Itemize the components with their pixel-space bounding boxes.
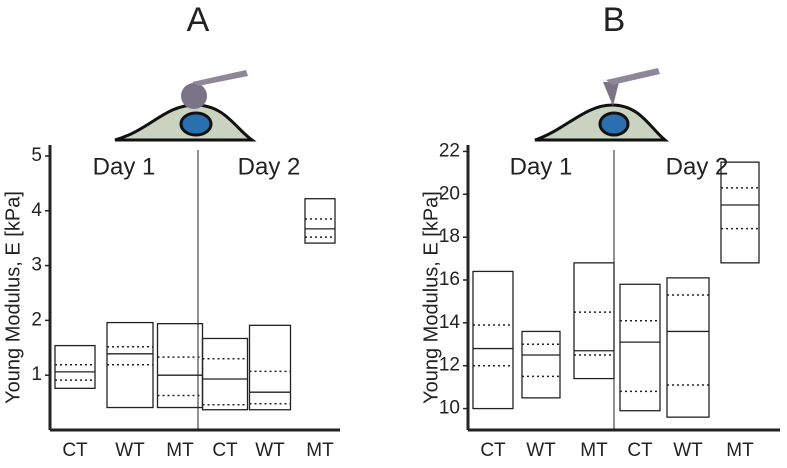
y-axis-label: Young Modulus, E [kPa] xyxy=(2,191,24,404)
x-tick-label: MT xyxy=(306,440,334,461)
y-tick-label: 10 xyxy=(439,398,460,419)
y-tick-label: 1 xyxy=(31,364,42,385)
y-tick-label: 3 xyxy=(31,255,42,276)
y-tick-label: 12 xyxy=(439,355,460,376)
group-label: Day 2 xyxy=(238,153,301,180)
cell-illustration-a xyxy=(114,70,257,142)
y-tick-label: 5 xyxy=(31,145,42,166)
box-range xyxy=(619,283,661,412)
x-tick-label: CT xyxy=(212,440,238,461)
x-tick-label: WT xyxy=(255,440,285,461)
box-range xyxy=(472,270,514,410)
x-tick-label: WT xyxy=(115,440,145,461)
panel-title: A xyxy=(187,1,210,39)
y-axis-label: Young Modulus, E [kPa] xyxy=(420,191,442,404)
box-range xyxy=(54,344,96,389)
box-range xyxy=(521,330,561,399)
y-tick-label: 16 xyxy=(439,269,460,290)
box-range xyxy=(248,324,292,411)
box-range xyxy=(573,262,615,380)
box-range xyxy=(201,337,249,411)
box-range xyxy=(304,198,336,244)
x-tick-label: WT xyxy=(526,440,556,461)
x-tick-label: CT xyxy=(62,440,88,461)
x-tick-label: WT xyxy=(673,440,703,461)
y-tick-label: 18 xyxy=(439,226,460,247)
y-tick-label: 22 xyxy=(439,140,460,161)
group-label: Day 1 xyxy=(510,153,573,180)
x-tick-label: MT xyxy=(166,440,194,461)
y-tick-label: 2 xyxy=(31,309,42,330)
x-tick-label: MT xyxy=(580,440,608,461)
group-label: Day 1 xyxy=(93,153,156,180)
y-tick-label: 14 xyxy=(439,312,461,333)
x-tick-label: CT xyxy=(480,440,506,461)
group-label: Day 2 xyxy=(666,153,729,180)
box-range xyxy=(666,277,710,418)
cell-illustration-b xyxy=(534,68,670,142)
y-tick-label: 20 xyxy=(439,183,460,204)
x-tick-label: CT xyxy=(627,440,653,461)
y-tick-label: 4 xyxy=(31,200,42,221)
box-range xyxy=(720,161,760,264)
panel-title: B xyxy=(603,1,626,39)
x-tick-label: MT xyxy=(726,440,754,461)
